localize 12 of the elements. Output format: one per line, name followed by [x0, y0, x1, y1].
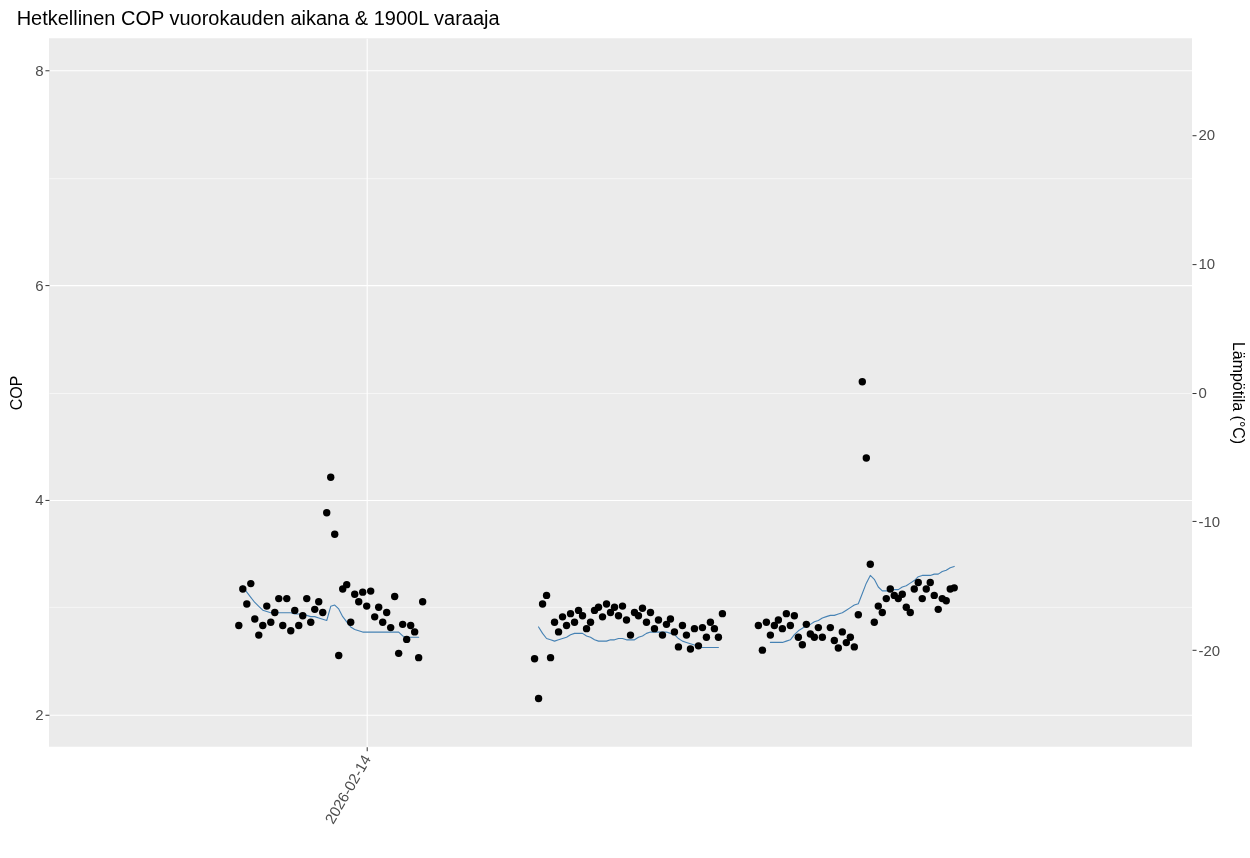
y2-tick-label: -20	[1198, 641, 1221, 659]
y-axis-title: COP	[8, 375, 26, 411]
y2-tick-label: -10	[1198, 512, 1221, 530]
y-tick-label: 8	[35, 62, 44, 79]
chart-title: Hetkellinen COP vuorokauden aikana & 1900L varaaja	[16, 7, 501, 30]
y-tick-label: 6	[35, 276, 44, 294]
y2-axis-title: Lämpötila (°C)	[1230, 341, 1248, 445]
y2-tick-label: 10	[1198, 255, 1216, 273]
y-tick-label: 4	[35, 491, 44, 509]
y2-tick-label: 20	[1198, 126, 1216, 144]
y-tick-label: 2	[35, 706, 44, 724]
y2-tick-label: 0	[1198, 384, 1207, 402]
